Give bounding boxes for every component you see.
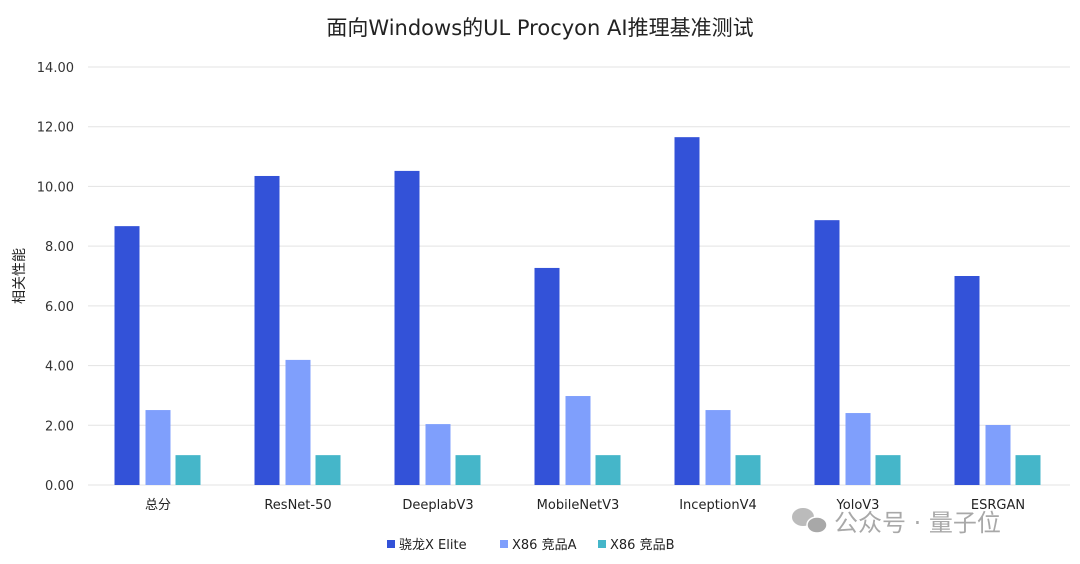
- x-tick-label: ResNet-50: [264, 498, 331, 513]
- legend-swatch: [500, 540, 508, 548]
- y-tick-label: 6.00: [45, 300, 74, 315]
- legend-swatch: [387, 540, 395, 548]
- x-tick-label: MobileNetV3: [537, 498, 620, 513]
- bar: [595, 455, 621, 485]
- x-tick-label: ESRGAN: [971, 498, 1025, 513]
- bar: [145, 410, 171, 485]
- bar: [735, 455, 761, 485]
- x-tick-label: YoloV3: [836, 498, 880, 513]
- y-tick-label: 8.00: [45, 240, 74, 255]
- legend-item: 骁龙X Elite: [387, 538, 467, 553]
- x-tick-label: 总分: [145, 498, 171, 513]
- bar: [954, 276, 980, 485]
- legend-label: 骁龙X Elite: [399, 538, 467, 553]
- y-axis-label: 相关性能: [12, 248, 28, 304]
- bar: [175, 455, 201, 485]
- bar: [394, 170, 420, 485]
- bar: [674, 137, 700, 485]
- y-tick-label: 0.00: [45, 479, 74, 494]
- bar: [534, 267, 560, 485]
- bar: [705, 410, 731, 485]
- bar: [114, 226, 140, 486]
- bar: [814, 220, 840, 485]
- legend-swatch: [598, 540, 606, 548]
- bar: [875, 455, 901, 485]
- x-tick-label: DeeplabV3: [402, 498, 473, 513]
- y-tick-label: 4.00: [45, 360, 74, 375]
- bar: [315, 455, 341, 485]
- bar: [1015, 455, 1041, 485]
- bar: [425, 424, 451, 485]
- bar: [254, 175, 280, 485]
- y-tick-label: 10.00: [37, 180, 74, 195]
- watermark-text: 公众号 · 量子位: [834, 509, 1001, 537]
- legend-label: X86 竞品A: [512, 537, 577, 553]
- watermark: 公众号 · 量子位: [792, 508, 1001, 537]
- x-tick-label: InceptionV4: [679, 498, 757, 513]
- y-tick-label: 14.00: [37, 61, 74, 76]
- bar: [455, 455, 481, 485]
- bar: [845, 413, 871, 485]
- legend-label: X86 竞品B: [610, 537, 675, 553]
- wechat-icon: [792, 508, 828, 534]
- bar: [985, 424, 1011, 485]
- legend-item: X86 竞品A: [500, 537, 577, 553]
- y-tick-label: 12.00: [37, 121, 74, 136]
- chart-title: 面向Windows的UL Procyon AI推理基准测试: [326, 16, 753, 40]
- bar: [565, 396, 591, 485]
- legend-item: X86 竞品B: [598, 537, 675, 553]
- bar: [285, 359, 311, 485]
- y-tick-label: 2.00: [45, 419, 74, 434]
